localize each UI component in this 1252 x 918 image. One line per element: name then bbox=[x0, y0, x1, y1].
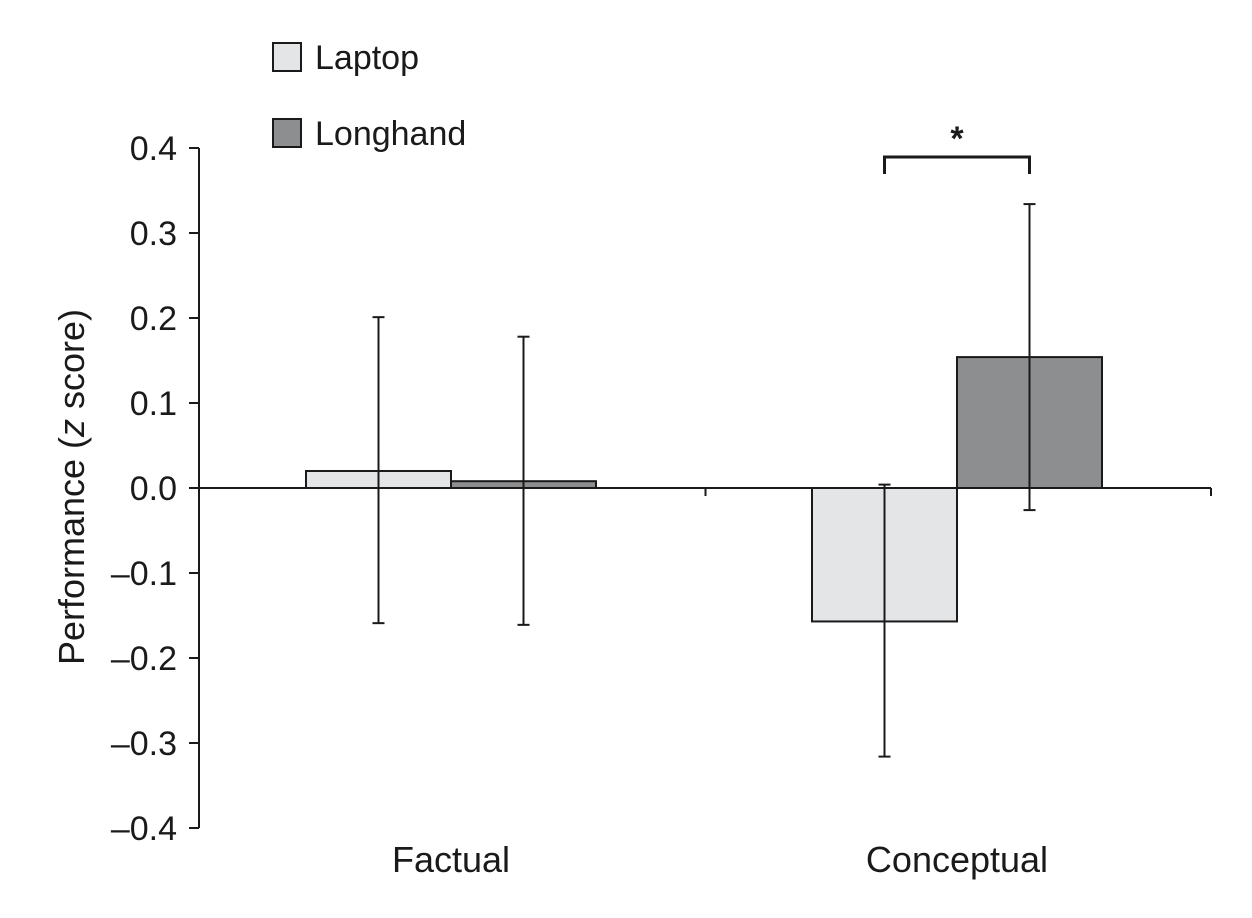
annotations: * bbox=[883, 120, 1031, 174]
y-tick-label: 0.0 bbox=[130, 470, 177, 508]
legend-item-laptop: Laptop bbox=[272, 39, 419, 77]
y-tick-label: –0.3 bbox=[111, 725, 177, 763]
category-label-conceptual: Conceptual bbox=[866, 839, 1048, 880]
legend-item-longhand: Longhand bbox=[272, 115, 466, 153]
error-bars bbox=[372, 203, 1036, 758]
legend: Laptop Longhand bbox=[272, 39, 466, 153]
significance-bracket: * bbox=[883, 120, 1031, 174]
legend-label: Laptop bbox=[315, 39, 419, 77]
y-tick-label: –0.2 bbox=[111, 640, 177, 678]
bars bbox=[305, 356, 1103, 623]
y-tick-label: 0.4 bbox=[130, 130, 177, 168]
error-bar-longhand-conceptual bbox=[1023, 203, 1036, 512]
y-tick-label: 0.3 bbox=[130, 215, 177, 253]
legend-swatch bbox=[272, 118, 302, 148]
category-label-factual: Factual bbox=[392, 839, 510, 880]
y-tick-label: 0.2 bbox=[130, 300, 177, 338]
error-bar-laptop-conceptual bbox=[878, 483, 891, 758]
significance-star: * bbox=[950, 120, 964, 158]
x-axis: Factual Conceptual bbox=[198, 487, 1212, 880]
y-axis: 0.4 0.3 0.2 0.1 0.0 –0.1 –0.2 –0.3 –0.4 bbox=[111, 130, 200, 848]
y-tick-label: –0.1 bbox=[111, 555, 177, 593]
y-tick-label: –0.4 bbox=[111, 810, 177, 848]
y-axis-title: Performance (z score) bbox=[51, 309, 92, 665]
error-bar-longhand-factual bbox=[517, 335, 530, 626]
legend-swatch bbox=[272, 42, 302, 72]
y-tick-label: 0.1 bbox=[130, 385, 177, 423]
legend-label: Longhand bbox=[315, 115, 466, 153]
error-bar-laptop-factual bbox=[372, 316, 385, 625]
